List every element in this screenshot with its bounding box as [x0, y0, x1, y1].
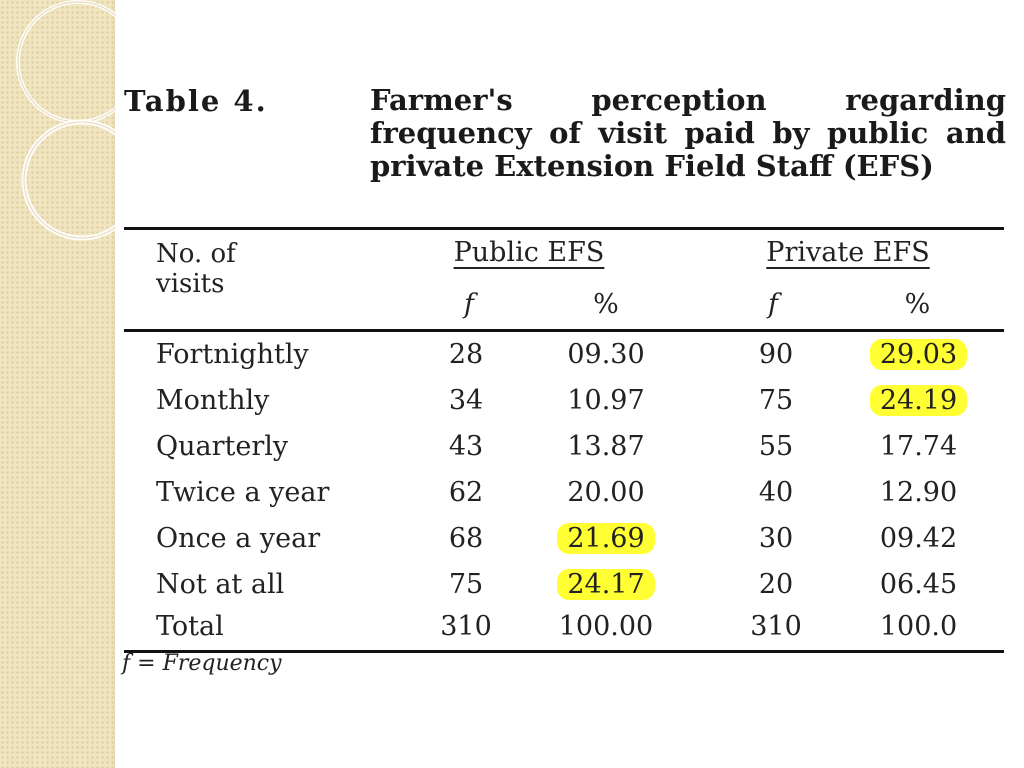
cell-private-f-text: 90 — [758, 339, 794, 370]
cell-public-f-text: 62 — [448, 477, 484, 508]
row-label: Not at all — [156, 569, 406, 600]
cell-private-f: 90 — [726, 339, 826, 370]
top-rule — [124, 227, 1004, 230]
row-label: Quarterly — [156, 431, 406, 462]
cell-private-pct-text: 24.19 — [869, 385, 968, 416]
cell-public-f-text: 310 — [440, 611, 492, 642]
row-label-text: Not at all — [156, 569, 285, 600]
cell-public-f-text: 75 — [448, 569, 484, 600]
row-label-text: Fortnightly — [156, 339, 309, 370]
row-label-text: Monthly — [156, 385, 270, 416]
row-label-text: Twice a year — [156, 477, 330, 508]
header-row-label: No. of visits — [156, 239, 236, 299]
cell-private-pct-text: 06.45 — [879, 569, 958, 600]
cell-public-pct: 13.87 — [536, 431, 676, 462]
row-label: Total — [156, 611, 406, 642]
row-label-text: Quarterly — [156, 431, 289, 462]
cell-public-pct: 20.00 — [536, 477, 676, 508]
cell-public-f: 68 — [416, 523, 516, 554]
cell-private-f: 40 — [726, 477, 826, 508]
cell-public-f-text: 43 — [448, 431, 484, 462]
row-label: Twice a year — [156, 477, 406, 508]
cell-public-pct: 100.00 — [536, 611, 676, 642]
cell-public-pct: 24.17 — [536, 569, 676, 600]
table-title: Farmer's perception regarding frequency … — [370, 83, 1006, 183]
cell-private-pct: 12.90 — [846, 477, 991, 508]
cell-private-pct-text: 100.0 — [879, 611, 958, 642]
cell-private-pct-text: 12.90 — [879, 477, 958, 508]
cell-private-f-text: 20 — [758, 569, 794, 600]
cell-public-pct-text: 21.69 — [557, 523, 655, 554]
cell-public-pct-text: 100.00 — [558, 611, 654, 642]
cell-private-pct: 24.19 — [846, 385, 991, 416]
cell-public-f: 34 — [416, 385, 516, 416]
cell-public-f-text: 34 — [448, 385, 484, 416]
cell-private-f-text: 55 — [758, 431, 794, 462]
header-private-pct: % — [904, 289, 931, 320]
cell-private-f: 20 — [726, 569, 826, 600]
cell-public-pct-text: 13.87 — [567, 431, 645, 462]
table-caption: Table 4. Farmer's perception regarding f… — [124, 84, 1010, 214]
row-label-text: Total — [156, 611, 224, 642]
cell-private-f: 30 — [726, 523, 826, 554]
header-public-pct: % — [593, 289, 619, 320]
cell-public-pct-text: 09.30 — [567, 339, 645, 370]
cell-private-pct: 100.0 — [846, 611, 991, 642]
cell-public-pct: 09.30 — [536, 339, 676, 370]
cell-private-f-text: 40 — [758, 477, 794, 508]
cell-private-pct: 06.45 — [846, 569, 991, 600]
cell-private-pct-text: 29.03 — [869, 339, 968, 370]
cell-public-pct-text: 20.00 — [567, 477, 645, 508]
cell-private-f: 310 — [726, 611, 826, 642]
cell-private-f: 55 — [726, 431, 826, 462]
bottom-rule — [124, 650, 1004, 653]
cell-private-pct-text: 09.42 — [879, 523, 958, 554]
row-label: Fortnightly — [156, 339, 406, 370]
cell-public-f: 310 — [416, 611, 516, 642]
header-private-f: f — [768, 289, 778, 320]
cell-public-f-text: 28 — [448, 339, 484, 370]
cell-public-f: 28 — [416, 339, 516, 370]
cell-public-f: 62 — [416, 477, 516, 508]
row-label: Monthly — [156, 385, 406, 416]
cell-public-pct-text: 10.97 — [567, 385, 645, 416]
cell-private-pct-text: 17.74 — [879, 431, 958, 462]
cell-private-pct: 29.03 — [846, 339, 991, 370]
cell-private-pct: 17.74 — [846, 431, 991, 462]
table-label: Table 4. — [124, 84, 268, 118]
header-private-efs: Private EFS — [766, 237, 930, 268]
cell-public-pct: 10.97 — [536, 385, 676, 416]
header-public-efs: Public EFS — [453, 237, 605, 268]
header-rule — [124, 329, 1004, 332]
cell-public-pct: 21.69 — [536, 523, 676, 554]
cell-private-f-text: 75 — [758, 385, 794, 416]
table-footnote: f = Frequency — [122, 651, 282, 676]
cell-public-pct-text: 24.17 — [557, 569, 655, 600]
cell-public-f-text: 68 — [448, 523, 484, 554]
row-label: Once a year — [156, 523, 406, 554]
row-label-text: Once a year — [156, 523, 321, 554]
cell-public-f: 43 — [416, 431, 516, 462]
slide-body: Table 4. Farmer's perception regarding f… — [116, 0, 1024, 768]
header-public-f: f — [464, 289, 474, 320]
cell-private-f-text: 30 — [758, 523, 794, 554]
cell-private-f-text: 310 — [750, 611, 802, 642]
cell-private-f: 75 — [726, 385, 826, 416]
cell-public-f: 75 — [416, 569, 516, 600]
cell-private-pct: 09.42 — [846, 523, 991, 554]
